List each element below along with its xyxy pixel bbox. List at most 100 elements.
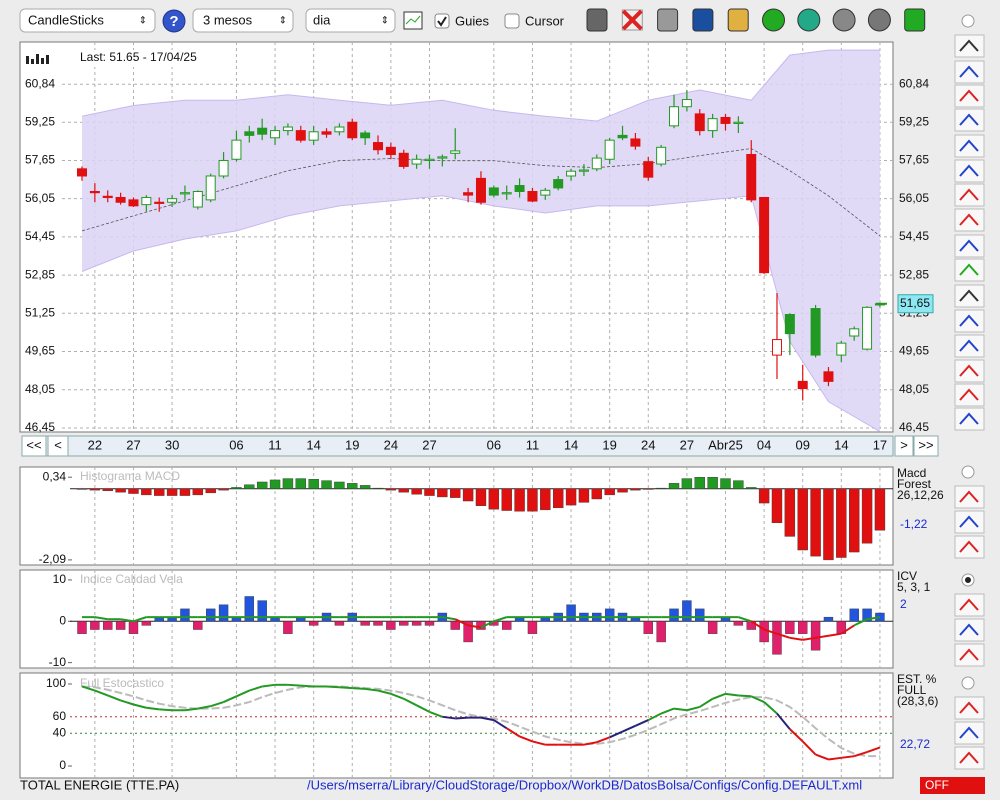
icv-bar — [810, 621, 821, 651]
interval-select[interactable] — [305, 8, 396, 33]
stoch-k — [815, 753, 829, 761]
macd-bar — [347, 483, 358, 489]
y-tick-label: 46,45 — [25, 420, 55, 434]
panel-radio[interactable] — [961, 465, 975, 479]
y-tick-label-right: 49,65 — [899, 344, 929, 358]
icv-bar — [77, 621, 87, 634]
x-tick-label: 17 — [873, 437, 887, 452]
side-button[interactable] — [954, 108, 985, 132]
stoch-k — [94, 689, 109, 697]
side-button[interactable] — [954, 60, 985, 84]
side-button[interactable] — [954, 407, 985, 431]
y-tick-label: 52,85 — [25, 267, 55, 281]
nav-button[interactable] — [913, 435, 939, 457]
side-button[interactable] — [954, 721, 985, 745]
side-button-glyph — [959, 598, 979, 611]
chart-type-select[interactable] — [19, 8, 156, 33]
stoch-k — [287, 683, 301, 687]
side-button[interactable] — [954, 183, 985, 207]
candle-body — [849, 328, 860, 337]
guides-checkbox[interactable] — [434, 13, 450, 29]
y-tick-label: 59,25 — [25, 114, 55, 128]
side-button[interactable] — [954, 309, 985, 333]
macd-bar — [488, 488, 500, 510]
nav-button[interactable] — [47, 435, 69, 457]
side-button[interactable] — [954, 284, 985, 308]
stoch-k — [673, 707, 688, 712]
macd-bar — [552, 488, 564, 509]
side-button[interactable] — [954, 383, 985, 407]
x-tick-label: 11 — [526, 437, 540, 452]
select-arrow: ⇕ — [139, 16, 147, 27]
side-button[interactable] — [954, 84, 985, 108]
macd-bar — [591, 488, 602, 500]
stoch-k — [81, 685, 96, 692]
cursor-checkbox[interactable] — [504, 13, 520, 29]
stoch-k — [699, 697, 714, 708]
candle-body — [540, 189, 551, 196]
side-button[interactable] — [954, 159, 985, 183]
toolbar: CandleSticks ⇕ ? 3 mesos ⇕ dia ⇕ Guies C… — [19, 8, 565, 33]
macd-bar — [192, 488, 204, 496]
side-button-glyph — [959, 65, 979, 78]
icv-bar — [257, 600, 267, 622]
y-tick-label: 100 — [46, 676, 66, 690]
toolbar-icon[interactable] — [762, 8, 785, 32]
side-button[interactable] — [954, 535, 985, 559]
period-select[interactable] — [192, 8, 294, 33]
macd-bar — [295, 478, 306, 489]
y-tick-label: 0,34 — [43, 469, 67, 483]
config-path[interactable]: /Users/mserra/Library/CloudStorage/Dropb… — [307, 777, 862, 792]
stoch-k — [622, 724, 636, 733]
x-tick-label: 19 — [602, 437, 616, 452]
side-button[interactable] — [954, 643, 985, 667]
toolbar-icon[interactable] — [727, 8, 749, 32]
side-button[interactable] — [954, 485, 985, 509]
candle-body — [167, 198, 178, 203]
stoch-k — [660, 707, 675, 715]
panel-last-value: 22,72 — [900, 737, 930, 751]
y-tick-label: 60,84 — [25, 76, 55, 90]
toolbar-icon[interactable] — [586, 8, 608, 32]
macd-bar — [540, 488, 551, 511]
macd-bar — [707, 477, 718, 489]
toolbar-icon[interactable] — [797, 8, 821, 32]
nav-button[interactable] — [894, 435, 914, 457]
candle-body — [604, 139, 615, 160]
side-button[interactable] — [954, 208, 985, 232]
candle-body — [437, 156, 448, 159]
icv-bar — [103, 621, 113, 630]
icv-signal — [776, 632, 791, 639]
panel-radio[interactable] — [961, 14, 975, 28]
side-button[interactable] — [954, 618, 985, 642]
side-button[interactable] — [954, 334, 985, 358]
side-button[interactable] — [954, 359, 985, 383]
side-button[interactable] — [954, 746, 985, 770]
macd-bar — [861, 488, 873, 544]
side-button[interactable] — [954, 510, 985, 534]
side-button[interactable] — [954, 258, 985, 282]
panel-radio[interactable] — [961, 676, 975, 690]
side-button[interactable] — [954, 234, 985, 258]
side-button[interactable] — [954, 593, 985, 617]
toolbar-icon[interactable] — [692, 8, 714, 32]
toolbar-icon[interactable] — [657, 8, 679, 32]
side-button[interactable] — [954, 696, 985, 720]
side-button[interactable] — [954, 134, 985, 158]
side-button-glyph — [959, 314, 979, 327]
icv-bar — [707, 621, 718, 634]
side-button[interactable] — [954, 34, 985, 58]
icv-bar — [244, 596, 255, 622]
candle-body — [360, 132, 371, 139]
y-tick-label-right: 46,45 — [899, 420, 929, 434]
toolbar-icon[interactable] — [867, 8, 891, 32]
current-price-box — [897, 294, 934, 314]
x-tick-label: 24 — [641, 437, 655, 452]
state-badge[interactable] — [920, 777, 985, 794]
toolbar-icon[interactable] — [832, 8, 856, 32]
macd-bar — [462, 488, 474, 502]
nav-button[interactable] — [21, 435, 47, 457]
toolbar-icon[interactable] — [904, 8, 926, 32]
help-button[interactable] — [162, 9, 186, 33]
candle-body — [218, 159, 229, 177]
